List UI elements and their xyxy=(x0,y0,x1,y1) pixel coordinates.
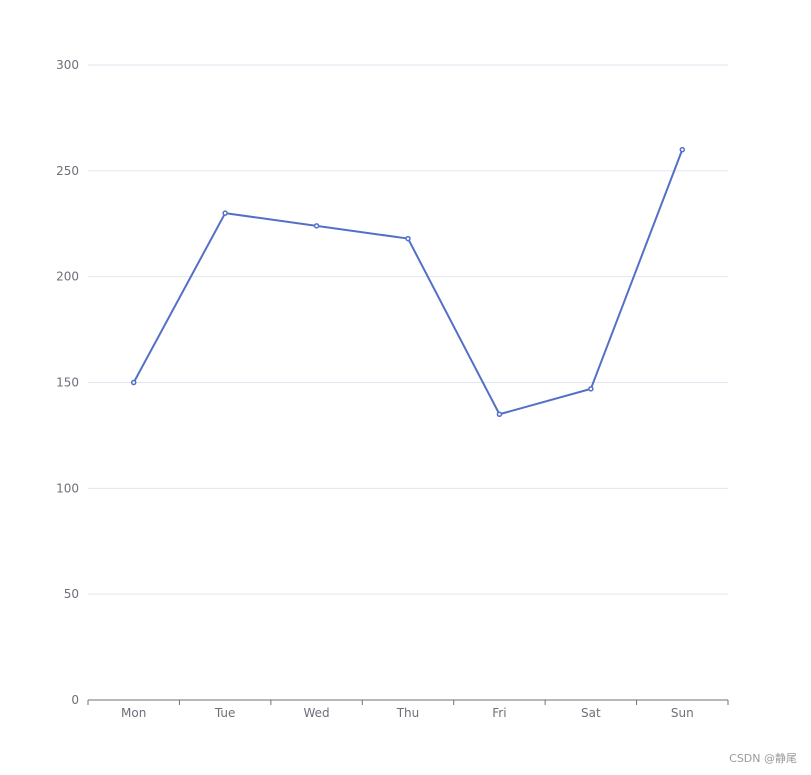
x-tick-label: Sat xyxy=(581,706,601,720)
x-tick-label: Wed xyxy=(303,706,329,720)
data-point xyxy=(679,146,686,153)
x-tick-label: Tue xyxy=(214,706,236,720)
y-tick-label: 250 xyxy=(56,164,79,178)
series-group xyxy=(130,146,686,417)
data-point xyxy=(313,223,320,229)
grid-lines xyxy=(88,64,728,595)
y-tick-label: 300 xyxy=(56,58,79,72)
data-point xyxy=(588,386,594,392)
y-tick-label: 150 xyxy=(56,376,79,390)
x-tick-label: Thu xyxy=(396,706,420,720)
data-point xyxy=(130,379,137,386)
series-line xyxy=(132,149,684,416)
y-tick-label: 100 xyxy=(56,481,79,495)
data-point xyxy=(496,411,503,417)
x-axis-tick-labels: Mon Tue Wed Thu Fri Sat Sun xyxy=(121,706,694,720)
data-point xyxy=(222,210,228,216)
y-tick-label: 200 xyxy=(56,270,79,284)
x-tick-label: Sun xyxy=(671,706,694,720)
x-tick-label: Fri xyxy=(492,706,506,720)
x-axis xyxy=(87,699,729,705)
watermark: CSDN @静尾 xyxy=(729,752,797,765)
y-tick-label: 50 xyxy=(64,587,79,601)
x-tick-label: Mon xyxy=(121,706,146,720)
y-axis-tick-labels: 0 50 100 150 200 250 300 xyxy=(56,58,79,707)
y-tick-label: 0 xyxy=(71,693,79,707)
data-point xyxy=(405,235,411,242)
